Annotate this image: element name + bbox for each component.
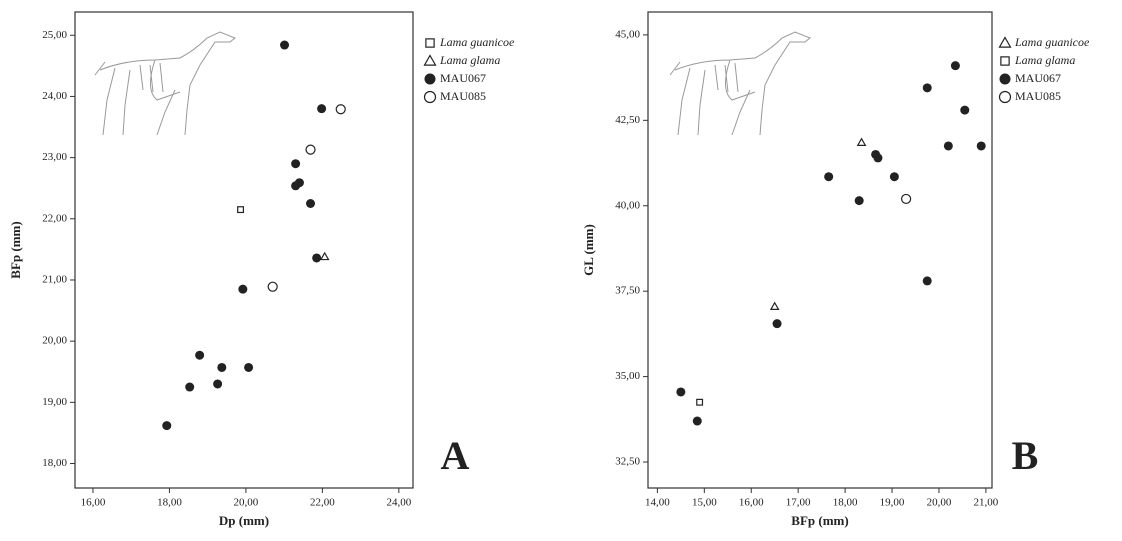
data-point [195,351,204,360]
legend-marker [425,74,436,85]
legend-label: Lama glama [439,53,500,67]
y-axis-title: GL (mm) [581,224,596,276]
legend-label: MAU067 [440,71,486,85]
x-tick-label: 16,00 [739,497,764,509]
data-point [185,383,194,392]
data-point [858,139,866,146]
data-point [771,303,779,310]
x-tick-label: 20,00 [927,497,952,509]
legend-label: MAU067 [1015,71,1061,85]
figure: 16,00 18,00 20,00 22,00 24,00 18,00 19,00 20,00… [0,0,1122,541]
legend-marker [1000,38,1011,48]
legend-marker [426,39,434,47]
y-tick-label: 42,50 [615,114,640,126]
x-tick-label: 17,00 [786,497,811,509]
data-point [824,172,833,181]
data-point [923,276,932,285]
x-tick-label: 15,00 [692,497,717,509]
data-point [944,141,953,150]
x-tick-label: 20,00 [234,497,259,509]
x-tick-label: 18,00 [833,497,858,509]
data-point [960,106,969,115]
y-tick-label: 32,50 [615,456,640,468]
x-tick-label: 14,00 [645,497,670,509]
y-tick-label: 22,00 [42,212,67,224]
y-tick-label: 23,00 [42,151,67,163]
data-point [238,207,244,213]
y-tick-label: 21,00 [42,274,67,286]
data-point [923,83,932,92]
legend-label: Lama glama [1014,53,1075,67]
panel-letter: A [441,433,470,478]
data-point [317,104,326,113]
panel-letter: B [1012,433,1039,478]
data-point [306,199,315,208]
x-tick-label: 19,00 [880,497,905,509]
legend-marker [425,56,436,66]
data-point [902,194,911,203]
data-point [162,421,171,430]
data-point [268,282,277,291]
skeleton-sketch-a [95,32,235,135]
x-tick-label: 18,00 [157,497,182,509]
data-point [312,253,321,262]
legend-marker [1000,92,1011,103]
data-point [213,379,222,388]
y-tick-label: 37,50 [615,285,640,297]
data-point [291,181,300,190]
x-axis-title: Dp (mm) [219,513,269,528]
data-point [676,387,685,396]
data-point [951,61,960,70]
y-tick-label: 25,00 [42,29,67,41]
legend-label: MAU085 [440,89,486,103]
data-point [890,172,899,181]
legend-label: Lama guanicoe [1014,35,1090,49]
data-point [855,196,864,205]
plot-frame [648,12,992,488]
data-point [693,417,702,426]
x-tick-label: 24,00 [386,497,411,509]
data-point [697,399,703,405]
data-point [306,145,315,154]
data-point [321,253,329,260]
y-tick-label: 18,00 [42,457,67,469]
x-tick-label: 16,00 [81,497,106,509]
y-tick-label: 45,00 [615,28,640,40]
y-tick-label: 24,00 [42,90,67,102]
y-tick-label: 19,00 [42,396,67,408]
data-point [291,159,300,168]
y-tick-label: 40,00 [615,199,640,211]
data-point [336,105,345,114]
y-axis-title: BFp (mm) [8,221,23,278]
plot-frame [75,12,413,488]
data-point [217,363,226,372]
data-point [280,41,289,50]
legend-marker [425,92,436,103]
y-tick-label: 20,00 [42,335,67,347]
data-point [238,285,247,294]
data-point [977,141,986,150]
legend-marker [1001,57,1009,65]
legend-marker [1000,74,1011,85]
x-tick-label: 21,00 [974,497,999,509]
data-point [244,363,253,372]
skeleton-sketch-b [670,32,810,135]
legend-label: Lama guanicoe [439,35,515,49]
x-tick-label: 22,00 [310,497,335,509]
y-tick-label: 35,00 [615,370,640,382]
legend-label: MAU085 [1015,89,1061,103]
data-point [773,319,782,328]
x-axis-title: BFp (mm) [791,513,848,528]
data-point [873,153,882,162]
